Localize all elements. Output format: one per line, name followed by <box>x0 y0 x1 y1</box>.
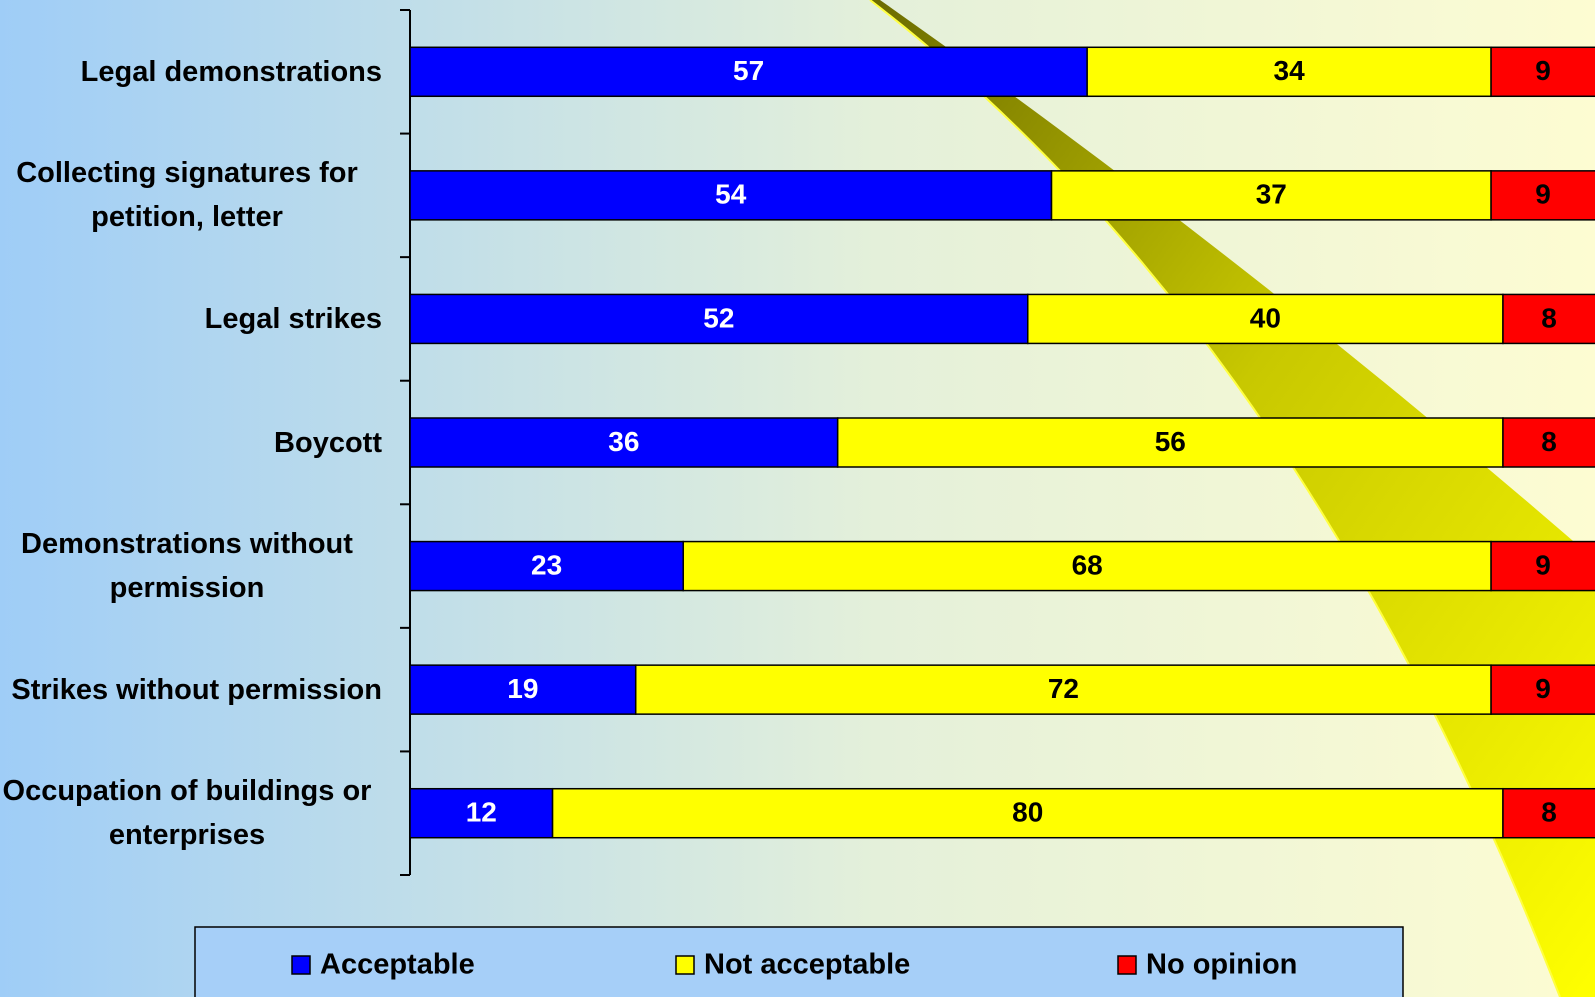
bar-segment <box>551 787 1504 839</box>
category-label: Legal demonstrations <box>80 55 382 88</box>
data-label: 8 <box>1541 797 1557 828</box>
bar-segment <box>1490 170 1595 221</box>
category-label-box: Legal demonstrations <box>0 17 382 127</box>
data-label: 36 <box>608 426 639 457</box>
data-label: 72 <box>1048 673 1079 704</box>
data-label: 9 <box>1535 673 1551 704</box>
bar-segment <box>409 170 1053 221</box>
bar-segment <box>409 293 1029 345</box>
data-label: 52 <box>703 302 734 333</box>
legend-box <box>194 926 1404 997</box>
legend-label: Not acceptable <box>704 949 910 981</box>
data-label: 68 <box>1072 549 1103 580</box>
legend-swatch <box>1117 955 1137 975</box>
data-label: 19 <box>507 673 538 704</box>
bar-segment <box>1502 293 1595 345</box>
data-label: 40 <box>1250 302 1281 333</box>
category-label-box: Boycott <box>0 388 382 498</box>
category-label-box: Legal strikes <box>0 264 382 374</box>
category-label-box: Strikes without permission <box>0 635 382 745</box>
category-label: Collecting signatures for petition, lett… <box>16 157 358 234</box>
bar-segment <box>634 664 1492 715</box>
swoosh <box>870 0 1595 997</box>
category-label: Occupation of buildings or enterprises <box>2 775 372 852</box>
category-label: Strikes without permission <box>11 673 382 706</box>
bar-segment <box>1490 540 1595 592</box>
bar-segment <box>409 787 554 839</box>
data-label: 8 <box>1541 426 1557 457</box>
legend-label: No opinion <box>1146 949 1297 981</box>
bar-segment <box>1490 46 1595 98</box>
bar-segment <box>409 46 1088 98</box>
data-label: 9 <box>1535 549 1551 580</box>
data-label: 80 <box>1012 797 1043 828</box>
category-label-box: Occupation of buildings or enterprises <box>0 758 382 868</box>
category-label-box: Collecting signatures for petition, lett… <box>0 140 382 250</box>
data-label: 56 <box>1155 426 1186 457</box>
bar-segment <box>1502 417 1595 468</box>
category-label: Boycott <box>274 426 382 459</box>
data-label: 12 <box>466 797 497 828</box>
bar-segment <box>409 664 637 715</box>
category-label-box: Demonstrations without permission <box>0 511 382 621</box>
data-label: 37 <box>1256 179 1287 210</box>
data-label: 54 <box>715 179 747 210</box>
bar-segment <box>836 417 1504 468</box>
data-label: 8 <box>1541 302 1557 333</box>
legend-swatch <box>291 955 311 975</box>
data-label: 9 <box>1535 179 1551 210</box>
category-label: Demonstrations without permission <box>21 528 353 605</box>
bar-segment <box>1490 664 1595 715</box>
bar-segment <box>682 540 1492 592</box>
bar-segment <box>1027 293 1504 345</box>
data-label: 9 <box>1535 55 1551 86</box>
legend-label: Acceptable <box>320 949 475 981</box>
category-label: Legal strikes <box>204 302 382 335</box>
data-label: 23 <box>531 549 562 580</box>
data-label: 34 <box>1274 55 1306 86</box>
legend-swatch <box>675 955 695 975</box>
data-label: 57 <box>733 55 764 86</box>
bar-segment <box>409 417 839 468</box>
bar-segment <box>409 540 684 592</box>
bar-segment <box>1502 787 1595 839</box>
